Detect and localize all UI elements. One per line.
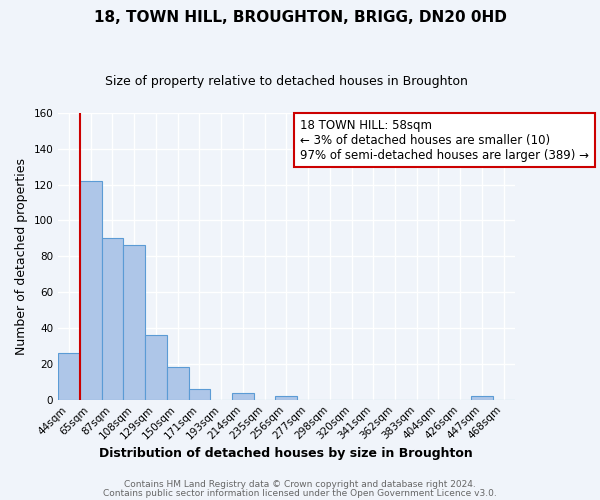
Bar [58, 353, 80, 400]
Text: 18 TOWN HILL: 58sqm
← 3% of detached houses are smaller (10)
97% of semi-detache: 18 TOWN HILL: 58sqm ← 3% of detached hou… [300, 118, 589, 162]
Y-axis label: Number of detached properties: Number of detached properties [15, 158, 28, 355]
Bar [167, 368, 188, 400]
Bar [471, 396, 493, 400]
Bar [232, 392, 254, 400]
Title: Size of property relative to detached houses in Broughton: Size of property relative to detached ho… [105, 75, 468, 88]
Text: Contains HM Land Registry data © Crown copyright and database right 2024.: Contains HM Land Registry data © Crown c… [124, 480, 476, 489]
X-axis label: Distribution of detached houses by size in Broughton: Distribution of detached houses by size … [100, 447, 473, 460]
Text: Contains public sector information licensed under the Open Government Licence v3: Contains public sector information licen… [103, 488, 497, 498]
Bar [145, 335, 167, 400]
Text: 18, TOWN HILL, BROUGHTON, BRIGG, DN20 0HD: 18, TOWN HILL, BROUGHTON, BRIGG, DN20 0H… [94, 10, 506, 25]
Bar [101, 238, 124, 400]
Bar [80, 181, 101, 400]
Bar [275, 396, 297, 400]
Bar [188, 389, 210, 400]
Bar [124, 246, 145, 400]
